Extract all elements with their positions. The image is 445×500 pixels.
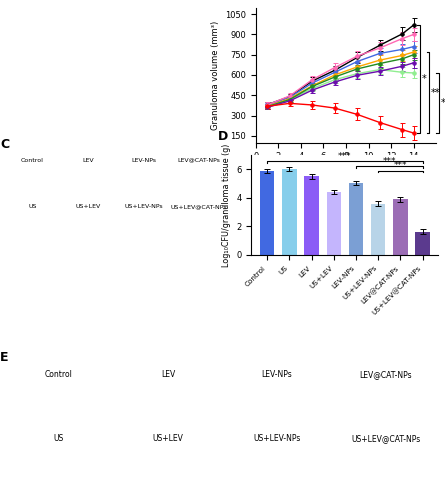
Text: LEV: LEV	[161, 370, 175, 379]
Text: LEV-NPs: LEV-NPs	[262, 370, 292, 379]
Bar	[393, 200, 408, 255]
Text: LEV@CAT-NPs: LEV@CAT-NPs	[178, 158, 221, 163]
Text: US+LEV@CAT-NPs: US+LEV@CAT-NPs	[171, 204, 227, 209]
Text: LEV-NPs: LEV-NPs	[131, 158, 156, 163]
Text: C: C	[0, 138, 9, 151]
Text: US+LEV@CAT-NPs: US+LEV@CAT-NPs	[352, 434, 421, 443]
X-axis label: Time (d): Time (d)	[327, 167, 365, 176]
Text: US: US	[28, 204, 36, 209]
Y-axis label: Granuloma volume (mm³): Granuloma volume (mm³)	[210, 20, 219, 130]
Bar	[371, 204, 385, 255]
Bar	[260, 172, 275, 255]
Text: ***: ***	[441, 98, 445, 108]
Text: ***: ***	[338, 152, 352, 161]
Text: LEV@CAT-NPs: LEV@CAT-NPs	[360, 370, 413, 379]
Text: ***: ***	[383, 157, 396, 166]
Text: Control: Control	[21, 158, 44, 163]
Text: A: A	[0, 0, 10, 3]
Bar	[304, 176, 319, 255]
Bar	[349, 183, 363, 255]
Text: LEV: LEV	[82, 158, 94, 163]
Text: US+LEV-NPs: US+LEV-NPs	[253, 434, 301, 443]
Text: Control: Control	[45, 370, 73, 379]
Text: US+LEV-NPs: US+LEV-NPs	[124, 204, 163, 209]
Y-axis label: Log₁₀CFU/granuloma tissue (g): Log₁₀CFU/granuloma tissue (g)	[222, 144, 231, 266]
Text: *: *	[421, 74, 426, 84]
Bar	[282, 169, 296, 255]
Text: US: US	[54, 434, 64, 443]
Text: US+LEV: US+LEV	[75, 204, 101, 209]
Legend: Control, LEV, LEV-NPs, LEV@CAT-NPs, US, US+LEV, US+LEV-NPs, US+LEV@CAT-NPs: Control, LEV, LEV-NPs, LEV@CAT-NPs, US, …	[265, 176, 419, 212]
Text: D: D	[218, 130, 228, 143]
Text: ***: ***	[394, 162, 407, 170]
Text: **: **	[431, 88, 441, 98]
Bar	[415, 232, 430, 255]
Text: US+LEV: US+LEV	[153, 434, 183, 443]
Bar	[327, 192, 341, 255]
Text: E: E	[0, 350, 8, 364]
